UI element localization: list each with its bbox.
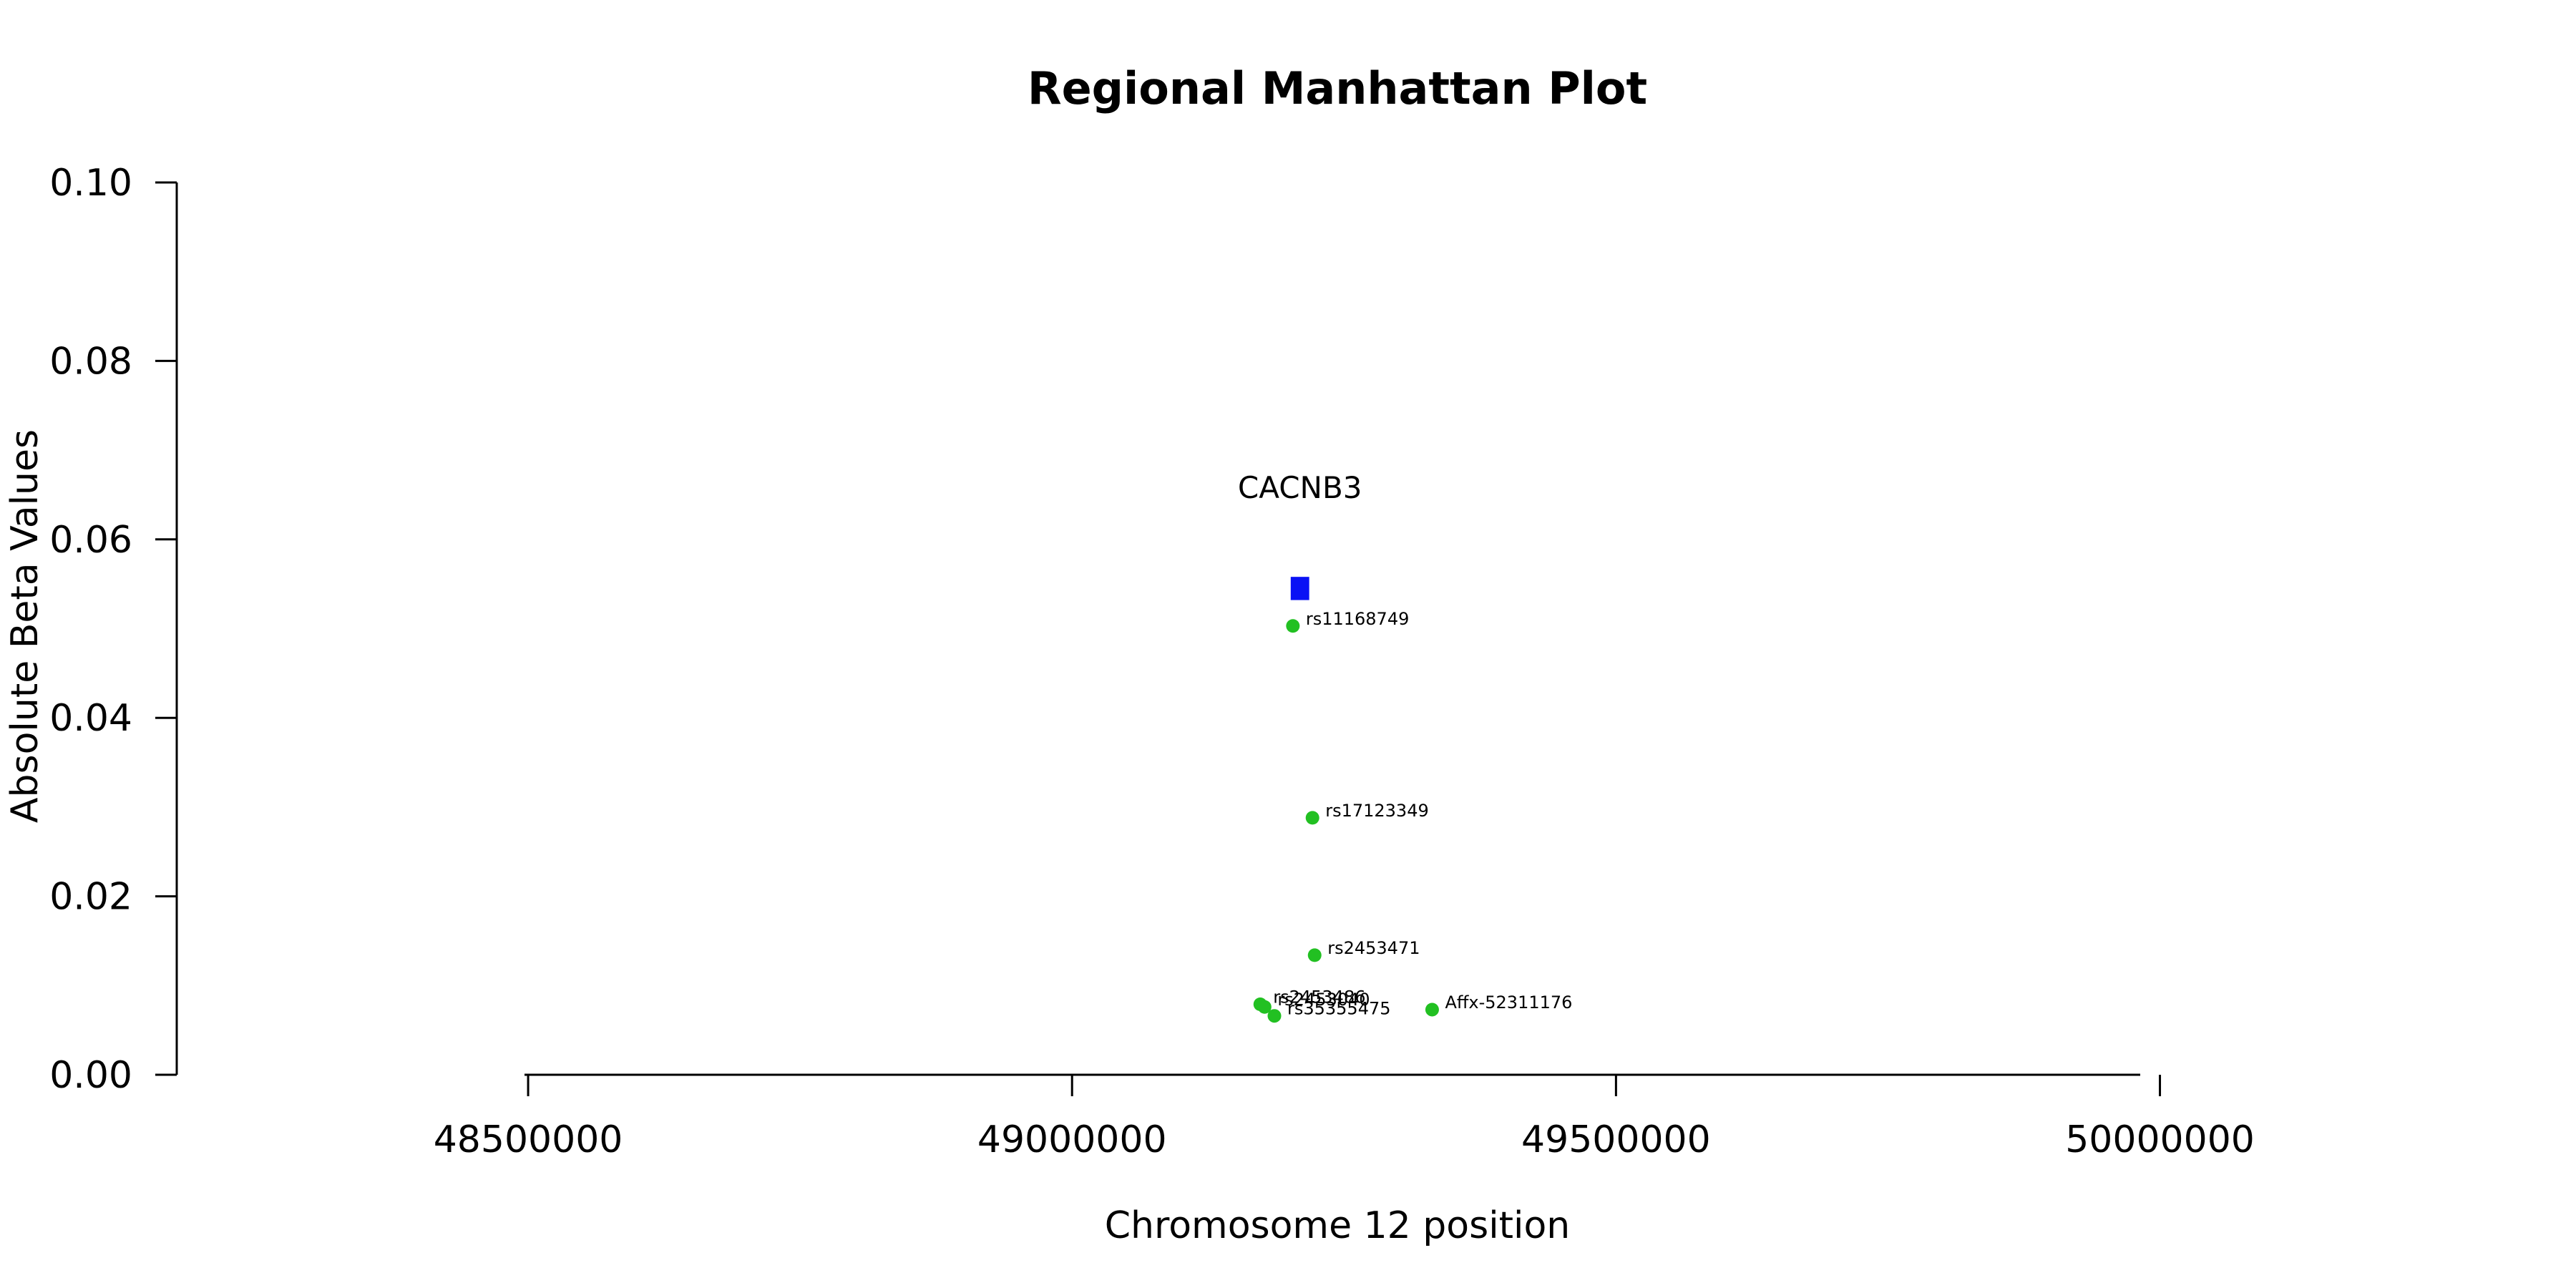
snp-label: rs35355475: [1287, 999, 1391, 1019]
y-axis-label: Absolute Beta Values: [4, 429, 47, 823]
snp-label: rs11168749: [1306, 609, 1410, 629]
y-tick-label: 0.00: [49, 1054, 132, 1097]
snp-label: rs17123349: [1325, 801, 1429, 821]
x-axis: 48500000 49000000 49500000 50000000: [434, 1073, 2255, 1161]
x-axis-label: Chromosome 12 position: [1105, 1204, 1571, 1247]
y-tick-label: 0.10: [49, 162, 132, 205]
snp-point: [1286, 619, 1300, 633]
snp-label: Affx-52311176: [1445, 992, 1572, 1013]
x-tick-label: 49000000: [977, 1118, 1167, 1161]
y-axis: 0.00 0.02 0.04 0.06 0.08 0.10: [49, 162, 178, 1097]
x-tick-label: 48500000: [434, 1118, 623, 1161]
snp-point: [1307, 948, 1322, 962]
x-tick-label: 50000000: [2065, 1118, 2255, 1161]
y-tick-label: 0.06: [49, 519, 132, 562]
gene-label: CACNB3: [1238, 470, 1362, 505]
snp-point: [1425, 1002, 1439, 1017]
snp-labels-layer: rs11168749 rs17123349 rs2453471 rs2453486rs…: [1273, 609, 1572, 1019]
gene-box: [1290, 577, 1309, 600]
snp-point: [1267, 1009, 1282, 1023]
gene-layer: CACNB3: [1238, 470, 1362, 600]
snp-point: [1257, 1000, 1272, 1014]
chart-title: Regional Manhattan Plot: [1028, 62, 1647, 114]
snp-label: rs2453471: [1327, 938, 1420, 958]
snp-label: rs2453486: [1273, 987, 1365, 1007]
y-tick-label: 0.04: [49, 697, 132, 740]
snp-label: rs2453040: [1277, 990, 1370, 1010]
snp-points-layer: [1253, 619, 1439, 1023]
x-tick-label: 49500000: [1521, 1118, 1711, 1161]
snp-point: [1305, 811, 1319, 825]
y-tick-label: 0.02: [49, 876, 132, 919]
y-tick-label: 0.08: [49, 340, 132, 383]
